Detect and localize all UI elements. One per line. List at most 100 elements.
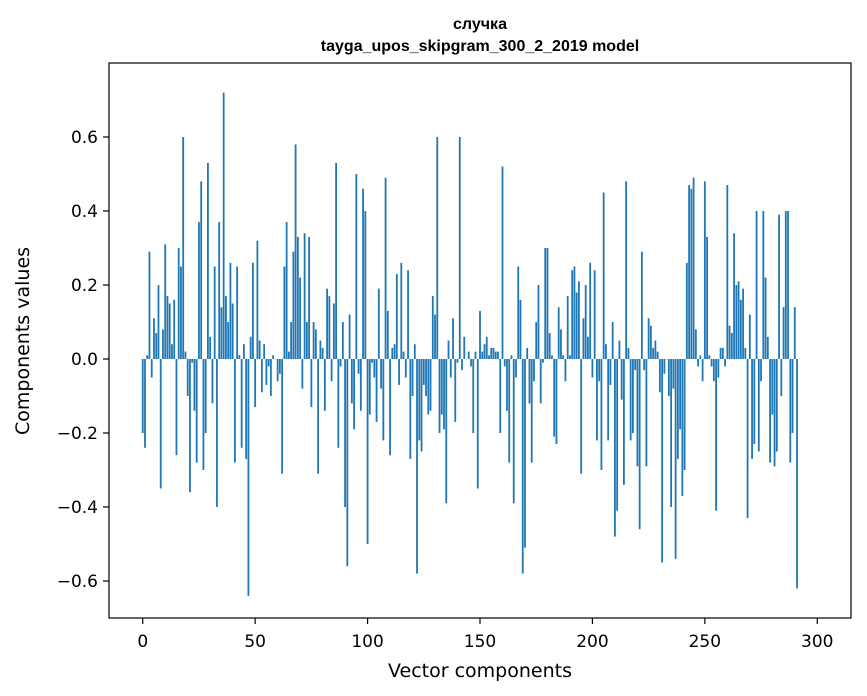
bar-component-270 xyxy=(748,314,751,359)
bar-component-153 xyxy=(485,336,488,359)
bar-component-79 xyxy=(319,340,322,359)
bar-component-212 xyxy=(618,340,621,359)
bar-component-215 xyxy=(625,181,628,359)
bar-component-78 xyxy=(317,359,320,474)
bar-component-67 xyxy=(292,251,295,359)
bar-component-192 xyxy=(573,266,576,359)
bar-component-93 xyxy=(350,359,353,404)
bar-component-201 xyxy=(593,270,596,359)
bar-component-11 xyxy=(166,296,169,359)
bar-component-211 xyxy=(616,359,619,511)
bar-component-69 xyxy=(296,236,299,359)
bar-component-102 xyxy=(371,359,373,363)
bar-component-145 xyxy=(467,351,470,359)
bar-component-119 xyxy=(409,359,412,459)
bar-component-158 xyxy=(497,351,499,359)
bar-component-20 xyxy=(186,359,189,396)
bar-component-276 xyxy=(762,211,765,359)
bar-component-236 xyxy=(672,359,675,389)
bar-component-260 xyxy=(726,185,729,359)
bar-component-240 xyxy=(681,359,684,496)
bar-component-221 xyxy=(638,359,641,530)
bar-component-186 xyxy=(560,329,562,359)
bar-component-101 xyxy=(368,359,371,415)
bar-component-55 xyxy=(265,359,268,385)
bar-component-38 xyxy=(227,322,230,359)
bar-component-142 xyxy=(461,359,463,371)
bar-component-60 xyxy=(276,359,279,382)
bar-component-177 xyxy=(539,359,542,404)
bar-component-99 xyxy=(364,211,367,359)
bar-component-48 xyxy=(249,336,252,359)
bar-component-265 xyxy=(737,281,740,359)
bar-component-164 xyxy=(510,355,513,359)
bar-component-17 xyxy=(180,266,182,359)
bar-component-106 xyxy=(380,359,382,389)
bar-component-200 xyxy=(591,359,594,378)
bar-component-155 xyxy=(490,347,493,359)
bar-component-63 xyxy=(283,266,286,359)
bar-component-31 xyxy=(211,359,214,404)
bar-component-91 xyxy=(346,359,349,567)
bar-component-169 xyxy=(521,359,524,574)
bar-component-10 xyxy=(164,244,167,359)
bar-component-34 xyxy=(218,222,221,359)
bar-component-90 xyxy=(344,359,346,507)
bar-component-124 xyxy=(420,359,423,452)
bar-component-199 xyxy=(589,262,592,359)
bar-component-241 xyxy=(683,359,686,470)
bar-component-251 xyxy=(706,236,708,359)
bar-component-273 xyxy=(755,211,758,359)
bar-component-275 xyxy=(760,359,762,382)
bar-component-228 xyxy=(654,340,657,359)
bar-component-88 xyxy=(339,359,342,367)
bar-component-46 xyxy=(245,359,248,459)
bar-component-284 xyxy=(780,359,783,396)
bar-component-84 xyxy=(330,359,333,382)
x-axis-label: Vector components xyxy=(388,660,572,682)
bar-component-28 xyxy=(204,359,207,433)
bar-component-73 xyxy=(305,322,308,359)
bar-component-253 xyxy=(710,359,713,367)
bar-component-26 xyxy=(200,181,203,359)
bar-component-9 xyxy=(162,329,164,359)
bar-component-184 xyxy=(555,359,558,445)
bar-component-74 xyxy=(308,236,311,359)
bar-component-137 xyxy=(449,359,452,378)
bar-component-35 xyxy=(220,307,223,359)
bar-component-178 xyxy=(542,359,544,363)
bar-component-168 xyxy=(519,299,522,359)
bar-component-180 xyxy=(546,248,549,359)
bar-component-277 xyxy=(764,277,767,359)
bar-component-246 xyxy=(694,329,697,359)
bar-component-208 xyxy=(609,359,612,385)
bar-component-104 xyxy=(375,359,378,422)
bar-component-21 xyxy=(189,359,191,493)
bar-component-42 xyxy=(236,266,239,359)
bar-component-29 xyxy=(207,162,209,359)
bar-component-92 xyxy=(348,314,351,359)
bar-component-244 xyxy=(690,188,693,359)
chart-title: случка tayga_upos_skipgram_300_2_2019 mo… xyxy=(321,16,639,55)
bar-component-139 xyxy=(454,359,457,422)
bar-component-262 xyxy=(730,333,733,359)
bar-component-7 xyxy=(157,285,160,359)
bar-component-193 xyxy=(575,292,578,359)
bar-component-94 xyxy=(353,359,355,430)
bar-component-170 xyxy=(524,359,526,548)
bar-component-263 xyxy=(733,233,735,359)
bar-component-4 xyxy=(150,359,153,378)
bar-component-224 xyxy=(645,359,648,467)
bar-component-281 xyxy=(773,359,776,467)
bar-component-6 xyxy=(155,333,158,359)
bar-component-98 xyxy=(362,188,364,359)
bar-component-95 xyxy=(355,174,358,359)
bar-component-109 xyxy=(386,310,389,359)
bar-component-1 xyxy=(144,359,146,448)
bar-component-76 xyxy=(312,322,315,359)
bar-component-210 xyxy=(614,359,616,537)
bar-component-218 xyxy=(632,359,634,433)
bar-component-140 xyxy=(456,359,459,363)
bar-component-62 xyxy=(281,359,284,474)
bar-component-83 xyxy=(328,296,331,359)
